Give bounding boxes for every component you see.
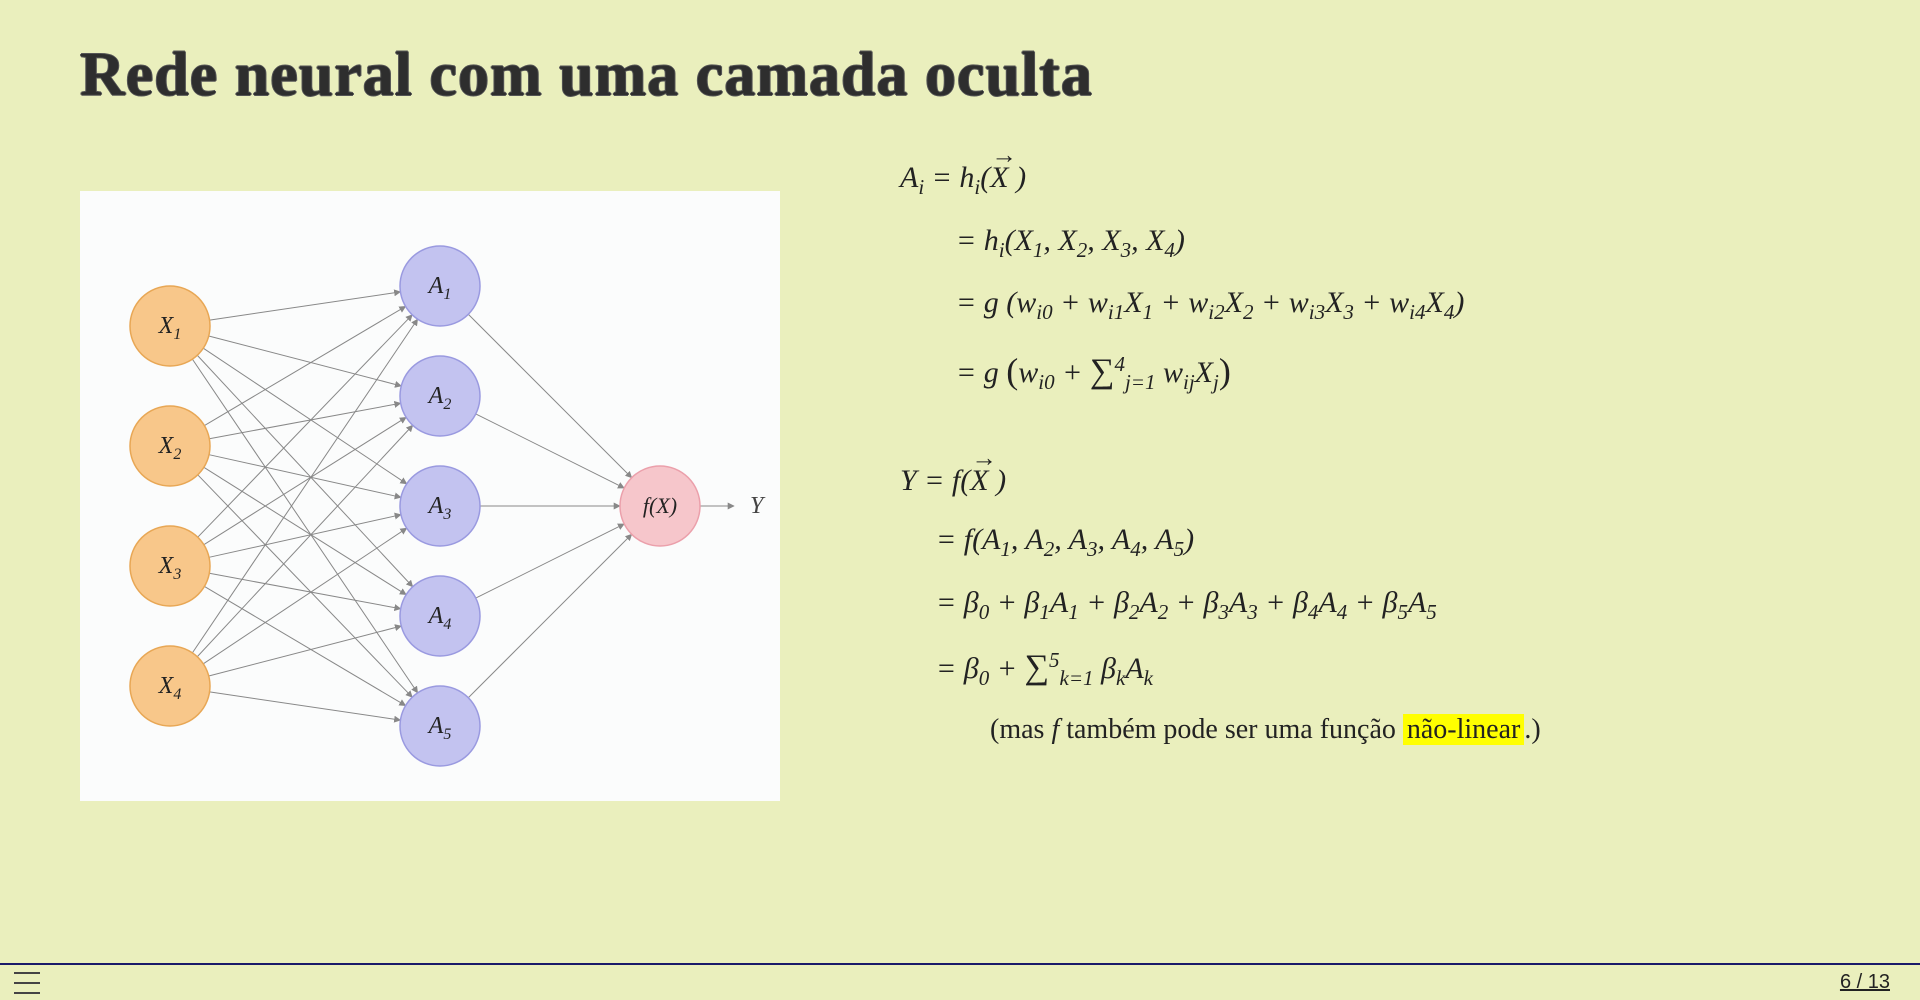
eq-A-line4: = g (wi0 + ∑4j=1 wijXj) xyxy=(900,343,1840,399)
equations: Ai = hi(X ) = hi(X1, X2, X3, X4) = g (wi… xyxy=(900,141,1840,811)
eq-Y-line1: Y = f(X ) xyxy=(900,458,1840,503)
slide-title: Rede neural com uma camada oculta xyxy=(80,40,1840,111)
eq-A-line2: = hi(X1, X2, X3, X4) xyxy=(900,218,1840,267)
content-row: X1X2X3X4A1A2A3A4A5f(X)Y Ai = hi(X ) = hi… xyxy=(80,141,1840,811)
note-nonlinear: (mas f também pode ser uma função não-li… xyxy=(900,709,1840,751)
page-number[interactable]: 6 / 13 xyxy=(1840,971,1890,994)
nn-diagram: X1X2X3X4A1A2A3A4A5f(X)Y xyxy=(80,191,780,801)
footer: 6 / 13 xyxy=(0,963,1920,1000)
svg-text:Y: Y xyxy=(750,493,766,519)
eq-Y-line4: = β0 + ∑5k=1 βkAk xyxy=(900,642,1840,695)
eq-A-block: Ai = hi(X ) = hi(X1, X2, X3, X4) = g (wi… xyxy=(900,155,1840,398)
eq-Y-line2: = f(A1, A2, A3, A4, A5) xyxy=(900,517,1840,566)
eq-A-line1: Ai = hi(X ) xyxy=(900,155,1840,204)
slide: Rede neural com uma camada oculta X1X2X3… xyxy=(0,0,1920,1000)
eq-A-line3: = g (wi0 + wi1X1 + wi2X2 + wi3X3 + wi4X4… xyxy=(900,280,1840,329)
eq-Y-block: Y = f(X ) = f(A1, A2, A3, A4, A5) = β0 +… xyxy=(900,458,1840,751)
eq-Y-line3: = β0 + β1A1 + β2A2 + β3A3 + β4A4 + β5A5 xyxy=(900,580,1840,629)
svg-text:f(X): f(X) xyxy=(643,493,677,518)
menu-icon[interactable] xyxy=(14,972,40,994)
